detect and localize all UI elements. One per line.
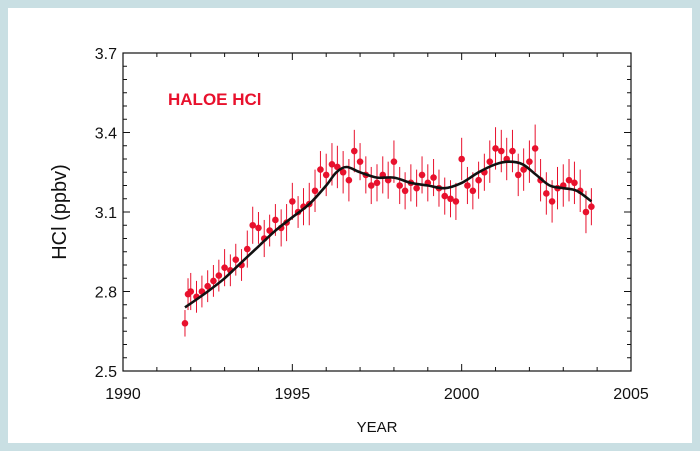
- data-point: [401, 187, 409, 195]
- data-point: [543, 190, 550, 197]
- data-point: [441, 192, 449, 200]
- data-point: [582, 208, 590, 216]
- data-point: [588, 203, 595, 210]
- data-point: [571, 179, 578, 187]
- data-point: [328, 161, 336, 168]
- axis-ticks: 1990 1995 2000 2005 2.5 2.8 3.1 3.4 3.7: [95, 46, 649, 403]
- x-tick-label: 1990: [105, 386, 141, 403]
- data-point: [221, 264, 228, 271]
- x-axis-title: YEAR: [357, 419, 398, 436]
- chart-title: HALOE HCl: [168, 90, 262, 109]
- data-point: [492, 145, 499, 152]
- data-point: [526, 158, 533, 165]
- x-tick-label: 1995: [275, 386, 311, 403]
- data-point: [464, 182, 471, 189]
- error-bars: [184, 124, 592, 337]
- x-tick-label: 2005: [613, 386, 649, 403]
- fit-line: [184, 160, 593, 309]
- data-point: [418, 171, 426, 179]
- data-point: [311, 187, 319, 195]
- data-point: [447, 195, 454, 203]
- data-point: [373, 179, 381, 187]
- data-point: [266, 227, 273, 234]
- data-point: [367, 182, 375, 189]
- data-point: [272, 216, 279, 224]
- hcl-chart: 1990 1995 2000 2005 2.5 2.8 3.1 3.4 3.7 HALOE HC…: [49, 46, 649, 436]
- data-point: [520, 166, 527, 173]
- data-point: [289, 198, 296, 205]
- data-point: [210, 277, 217, 285]
- data-point: [249, 221, 257, 229]
- data-point: [390, 158, 398, 165]
- data-point: [413, 184, 420, 192]
- data-point: [531, 145, 539, 152]
- data-point: [509, 147, 516, 155]
- y-tick-label: 3.1: [95, 205, 117, 222]
- data-point: [345, 176, 353, 184]
- data-point: [396, 182, 403, 189]
- data-point: [475, 176, 482, 184]
- x-tick-label: 2000: [444, 386, 480, 403]
- data-point: [486, 158, 494, 165]
- data-point: [204, 282, 211, 290]
- data-point: [430, 174, 437, 181]
- data-point: [565, 176, 573, 184]
- data-point: [243, 245, 251, 253]
- y-tick-label: 3.7: [95, 46, 117, 63]
- data-point: [181, 320, 189, 327]
- y-tick-label: 3.4: [95, 126, 117, 143]
- y-tick-label: 2.5: [95, 364, 117, 381]
- chart-frame: 1990 1995 2000 2005 2.5 2.8 3.1 3.4 3.7 HALOE HC…: [8, 8, 692, 443]
- data-point: [514, 171, 522, 179]
- data-point: [215, 272, 223, 279]
- y-tick-label: 2.8: [95, 285, 117, 302]
- data-point: [232, 256, 240, 263]
- data-point: [339, 168, 347, 176]
- data-point: [356, 158, 364, 165]
- data-point: [469, 187, 477, 195]
- data-point: [317, 166, 324, 173]
- data-point: [458, 155, 465, 163]
- data-point: [322, 171, 330, 179]
- data-point: [548, 198, 556, 205]
- data-point: [497, 147, 505, 155]
- data-point: [187, 288, 195, 295]
- data-point: [351, 147, 358, 155]
- data-point: [255, 224, 262, 232]
- y-axis-title: HCl (ppbv): [49, 164, 71, 260]
- data-point: [452, 198, 460, 205]
